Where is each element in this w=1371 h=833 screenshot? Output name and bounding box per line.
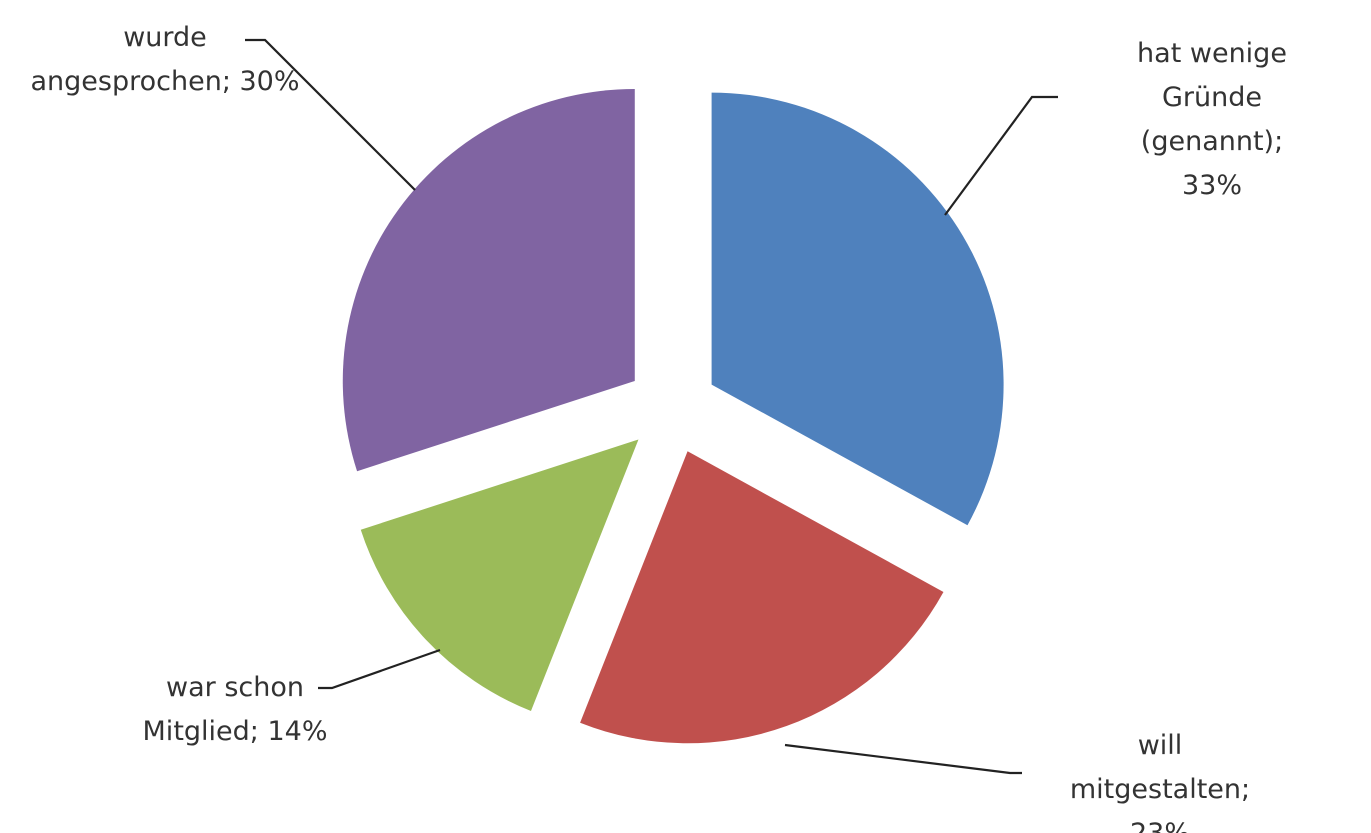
pie-slice xyxy=(711,92,1004,526)
pie-slice xyxy=(342,88,635,472)
slice-label: war schon Mitglied; 14% xyxy=(142,672,328,747)
slice-label: hat wenige Gründe (genannt); 33% xyxy=(1137,38,1287,201)
leader-line xyxy=(784,743,1022,775)
leader-line xyxy=(245,38,416,191)
slice-label: wurde angesprochen; 30% xyxy=(30,22,300,97)
leader-line xyxy=(318,648,441,690)
pie-slice xyxy=(580,451,944,744)
slice-label: will mitgestalten; 23% xyxy=(1069,730,1251,833)
pie-slice xyxy=(360,439,639,711)
leader-line xyxy=(944,95,1058,216)
